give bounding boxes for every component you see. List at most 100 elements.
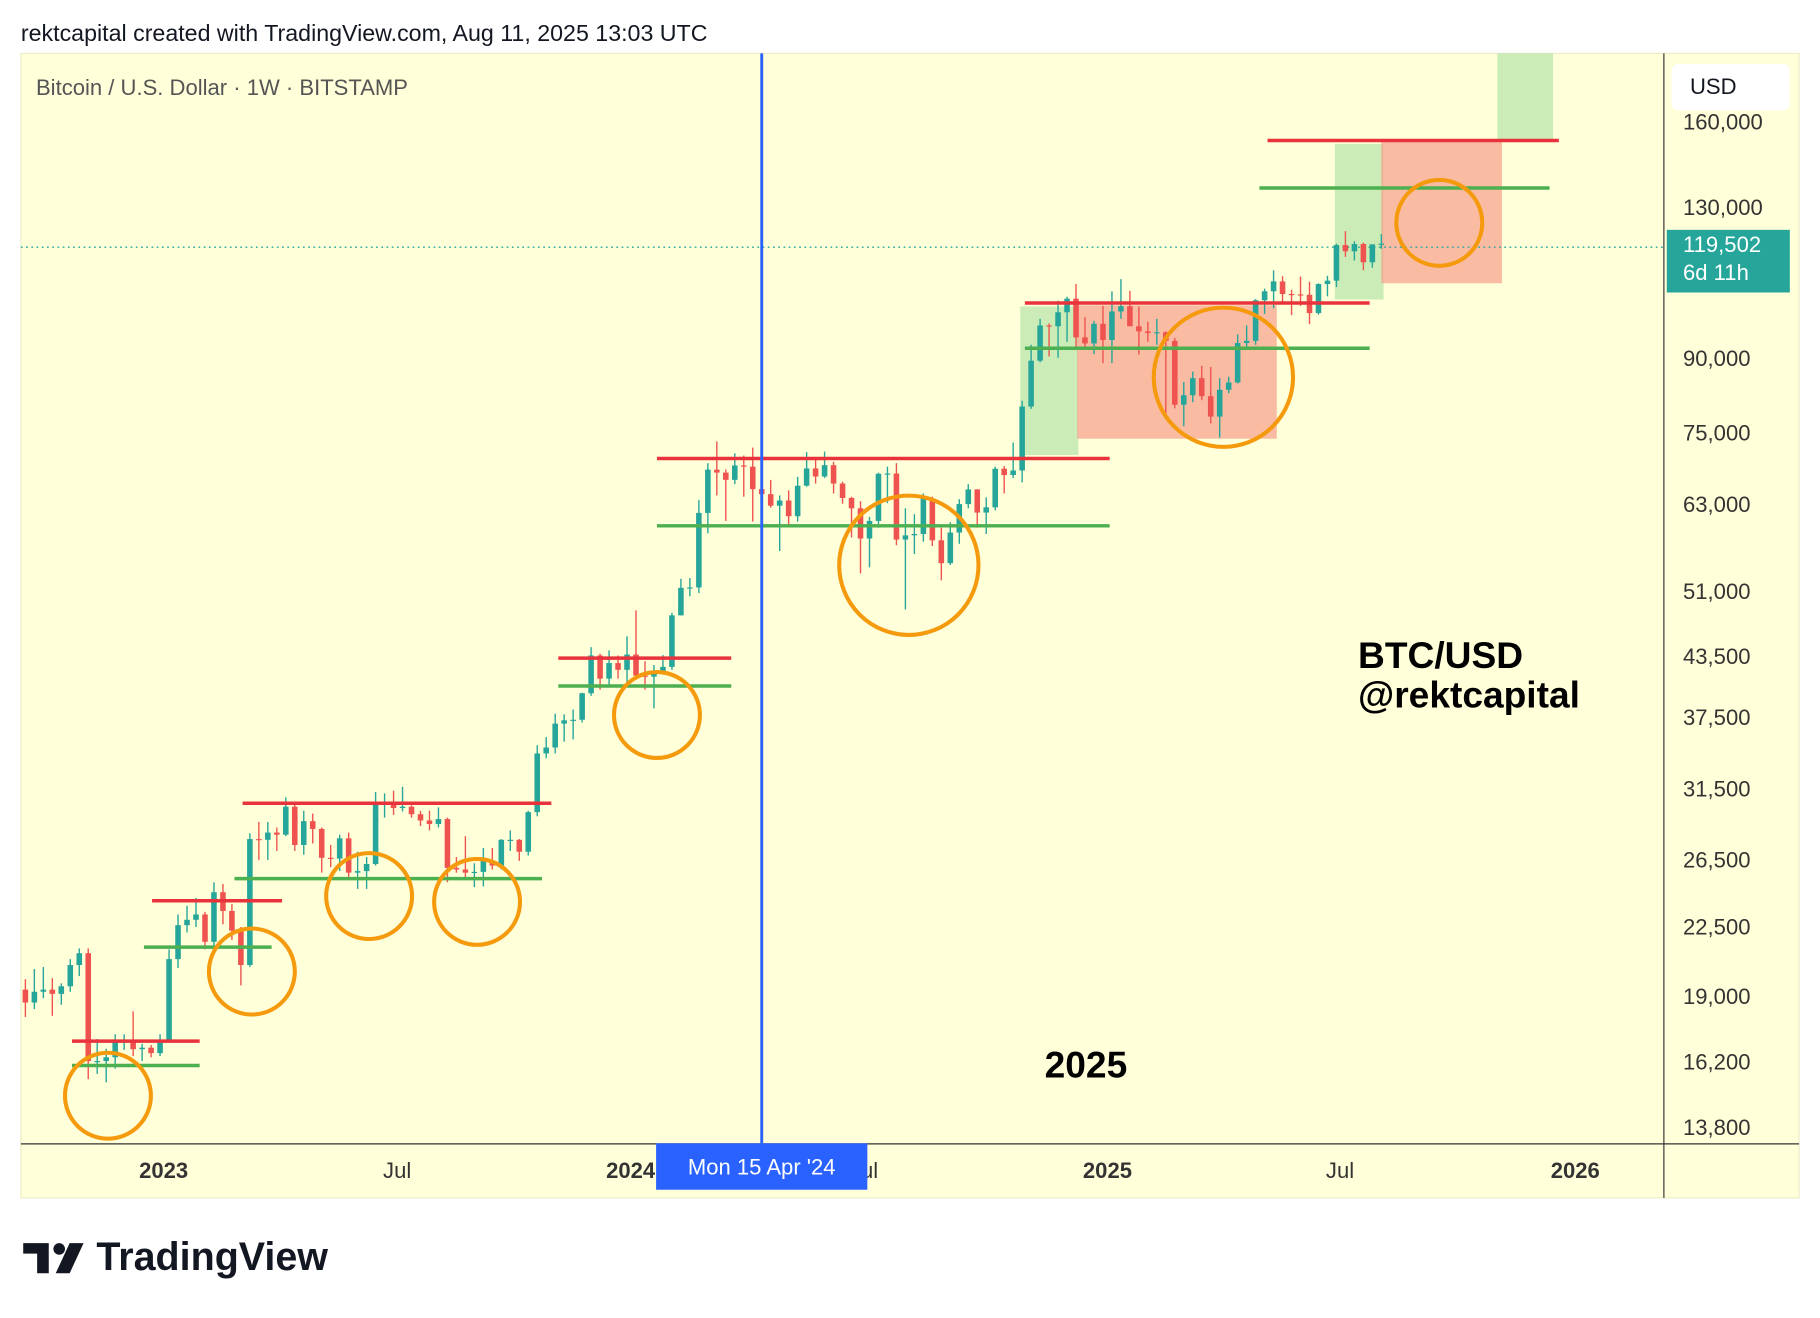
candle-body: [669, 615, 675, 667]
candle-body: [633, 654, 639, 676]
currency[interactable]: USD: [1690, 74, 1737, 99]
last-price: 119,502: [1683, 232, 1761, 257]
candle-body: [265, 832, 271, 840]
candle-body: [175, 925, 181, 960]
candle-body: [336, 838, 343, 859]
resistance-lines: [71, 138, 1559, 1043]
candle-body: [597, 655, 603, 679]
candle-body: [1324, 280, 1331, 285]
candle-body: [112, 1041, 118, 1058]
x-tick-label: 2025: [1083, 1158, 1132, 1183]
candle-body: [507, 839, 514, 841]
candle-body: [552, 723, 558, 748]
candle-body: [1136, 326, 1142, 332]
candle-body: [534, 753, 541, 813]
candle-body: [480, 860, 487, 872]
candle-body: [462, 869, 469, 873]
candle-body: [1261, 291, 1268, 301]
candle-body: [327, 857, 334, 859]
candle-body: [525, 812, 532, 852]
candle-body: [1064, 298, 1070, 313]
candle-body: [49, 989, 56, 994]
candle-body: [1118, 306, 1124, 312]
candle-body: [202, 914, 208, 942]
candle-body: [426, 820, 433, 824]
y-tick-label: 75,000: [1683, 421, 1750, 446]
candle-body: [1297, 294, 1304, 296]
currency-button[interactable]: [1671, 63, 1790, 111]
candle-body: [723, 472, 729, 480]
x-tick-label: Jul: [1326, 1158, 1354, 1183]
candle-body: [696, 512, 702, 588]
candle-body: [1225, 382, 1232, 390]
candle-body: [606, 663, 612, 679]
candle-body: [705, 469, 711, 513]
y-tick-label: 13,800: [1683, 1115, 1750, 1140]
candle-body: [471, 871, 478, 874]
candle-body: [911, 533, 918, 536]
candle-body: [974, 489, 981, 513]
candle-body: [1046, 325, 1052, 327]
candle-body: [1100, 323, 1106, 340]
candle-body: [1010, 470, 1016, 476]
candle-body: [193, 914, 199, 920]
candle-body: [714, 469, 720, 473]
candle-body: [67, 965, 74, 987]
candle-body: [1234, 343, 1241, 383]
annotation: @rektcapital: [1358, 673, 1580, 715]
candle-body: [687, 587, 693, 589]
candle-body: [1198, 378, 1205, 397]
candle-body: [821, 465, 828, 477]
axes: 160,000 130,000 90,000 75,000 63,000 51,000 43…: [139, 110, 1763, 1183]
countdown: 6d 11h: [1683, 260, 1749, 285]
candle-body: [453, 867, 460, 870]
candle-body: [1180, 395, 1187, 405]
candle-body: [830, 465, 837, 484]
candle-body: [866, 520, 873, 539]
y-tick-label: 19,000: [1683, 984, 1750, 1009]
candle-body: [1001, 468, 1007, 476]
candle-body: [983, 507, 990, 513]
candle-body: [300, 821, 307, 845]
candle-body: [875, 473, 882, 521]
candle-body: [22, 989, 29, 1003]
logo-part: [23, 1243, 49, 1274]
candle-body: [1172, 340, 1178, 405]
candle-body: [1243, 340, 1250, 344]
candle-body: [642, 675, 648, 677]
candle-body: [1145, 331, 1151, 334]
circle: [432, 856, 523, 947]
candle-body: [1288, 294, 1295, 296]
candle-body: [624, 654, 630, 670]
candle-body: [660, 666, 666, 672]
candle-body: [938, 540, 945, 564]
y-tick-label: 16,200: [1683, 1049, 1750, 1074]
candle-body: [345, 838, 352, 873]
candle-body: [1333, 245, 1340, 281]
candle-body: [211, 892, 217, 942]
candle-body: [776, 500, 783, 506]
candle-body: [399, 806, 406, 809]
candle-body: [1037, 325, 1043, 361]
candle-body: [902, 535, 909, 540]
candle-body: [615, 663, 621, 670]
logo-part: [53, 1243, 65, 1255]
candle-body: [579, 693, 585, 720]
crosshair-label: Mon 15 Apr '24: [688, 1155, 836, 1180]
candle-body: [1369, 244, 1376, 263]
x-tick-label: 2024: [606, 1158, 656, 1183]
candle-body: [588, 655, 594, 694]
candle-body: [256, 839, 262, 841]
candle-body: [1073, 298, 1079, 338]
candle-body: [390, 802, 397, 809]
candle-body: [229, 910, 235, 931]
candle-body: [857, 508, 864, 539]
header: rektcapital created with TradingView.com…: [21, 20, 708, 46]
candle-body: [274, 832, 280, 835]
annotation: 2025: [1045, 1044, 1128, 1086]
candle-body: [139, 1047, 145, 1050]
candle-body: [408, 806, 415, 815]
candle-body: [929, 498, 936, 541]
candle-body: [848, 497, 855, 509]
